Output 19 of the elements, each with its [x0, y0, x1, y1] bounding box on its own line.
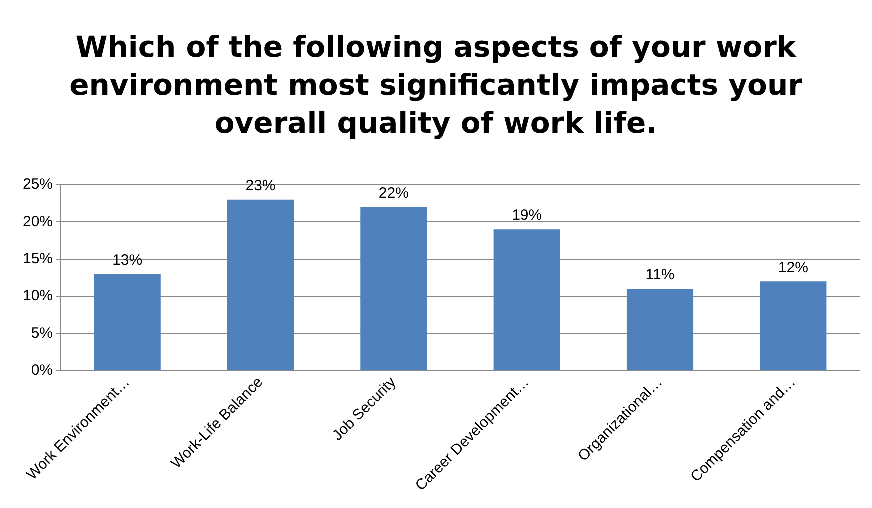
y-tick-label: 10% — [22, 288, 54, 305]
bar — [760, 282, 827, 370]
bar — [360, 207, 428, 370]
bar — [94, 274, 161, 370]
chart-title: Which of the following aspects of your work environment most significantly impacts your overall quality of work life. — [68, 29, 804, 142]
y-tick-label: 0% — [31, 362, 54, 379]
data-label: 11% — [646, 266, 675, 284]
y-tick-label: 25% — [22, 176, 54, 194]
data-label: 22% — [378, 184, 409, 202]
data-label: 19% — [512, 207, 542, 224]
y-tick-label: 5% — [31, 324, 54, 342]
bar — [626, 289, 694, 370]
data-label: 12% — [778, 259, 808, 276]
data-label: 23% — [246, 178, 276, 195]
data-label: 13% — [112, 252, 143, 269]
bar — [227, 200, 294, 370]
y-tick-label: 15% — [22, 250, 54, 268]
y-tick-label: 20% — [22, 213, 54, 230]
bar — [494, 230, 560, 370]
